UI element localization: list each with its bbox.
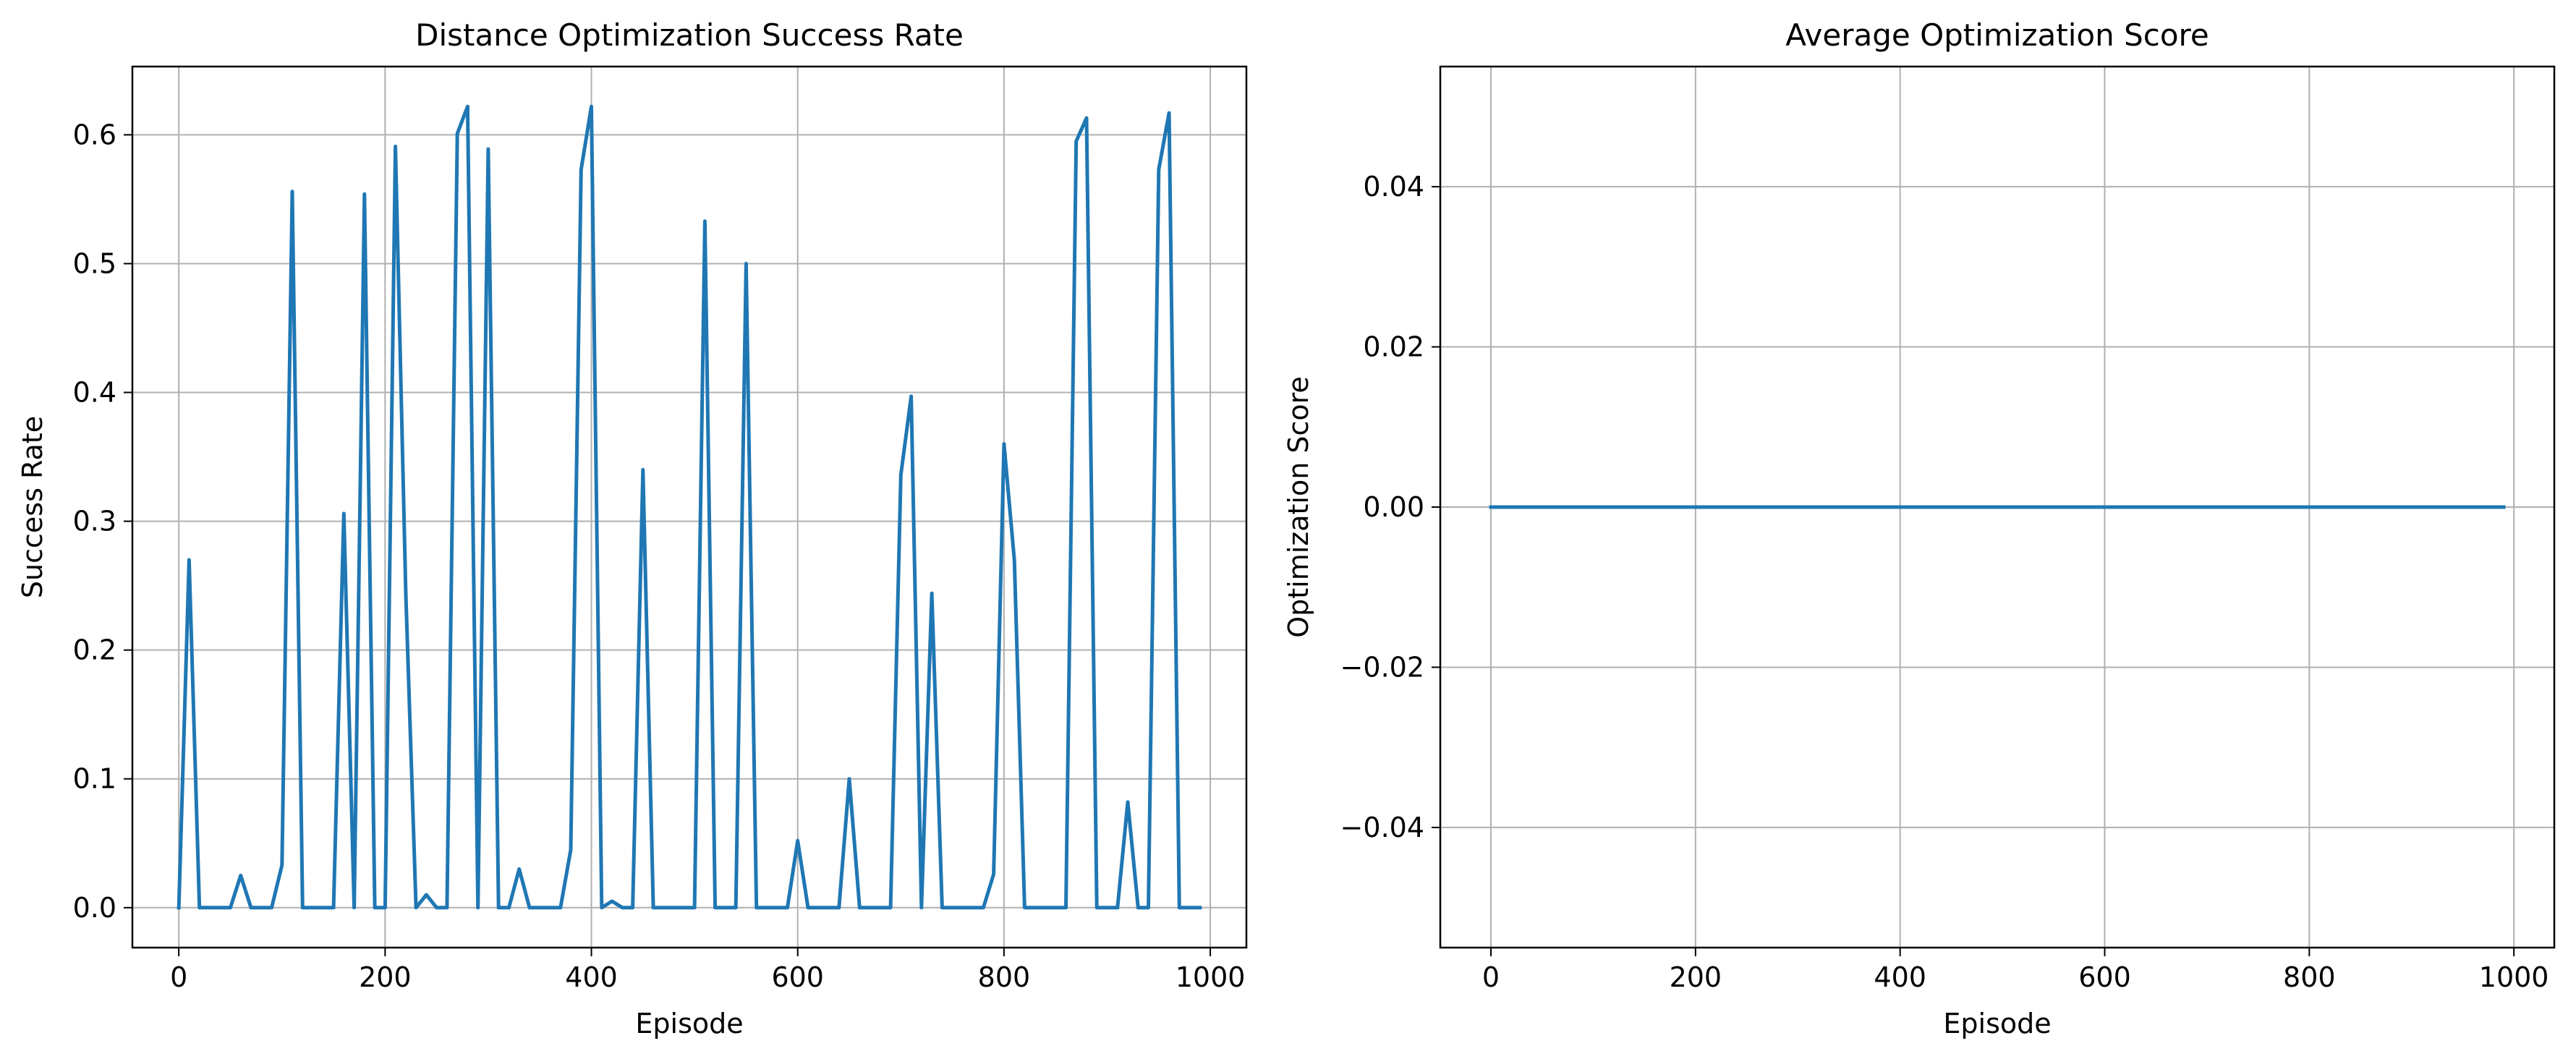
y-tick-label: 0.04 (1363, 171, 1424, 203)
x-tick-label: 800 (978, 961, 1031, 993)
x-tick-label: 1000 (2479, 961, 2549, 993)
chart-optimization-score: Average Optimization Score 0 200 400 600 800… (1283, 17, 2556, 1039)
x-tick-label: 600 (771, 961, 824, 993)
y-tick-label: 0.1 (73, 763, 116, 795)
y-axis-label: Success Rate (17, 416, 48, 598)
x-ticks: 0 200 400 600 800 1000 (170, 948, 1245, 993)
series-line (177, 104, 1202, 910)
chart-title: Average Optimization Score (1785, 17, 2209, 53)
chart-success-rate: Distance Optimization Success Rate 0 200 4… (17, 17, 1248, 1039)
x-axis-label: Episode (635, 1008, 743, 1039)
y-tick-label: −0.02 (1340, 651, 1424, 683)
chart-title: Distance Optimization Success Rate (415, 17, 964, 53)
x-tick-label: 800 (2283, 961, 2336, 993)
y-tick-label: 0.6 (73, 119, 116, 150)
x-tick-label: 0 (170, 961, 187, 993)
x-tick-label: 0 (1482, 961, 1500, 993)
y-ticks: −0.04 −0.02 0.00 0.02 0.04 (1340, 171, 1440, 843)
x-axis-label: Episode (1943, 1008, 2051, 1039)
y-tick-label: 0.00 (1363, 491, 1424, 523)
y-tick-label: 0.0 (73, 892, 116, 924)
y-tick-label: −0.04 (1340, 812, 1424, 843)
y-axis-label: Optimization Score (1283, 376, 1314, 638)
y-tick-label: 0.5 (73, 247, 116, 279)
y-tick-label: 0.02 (1363, 331, 1424, 363)
y-tick-label: 0.3 (73, 506, 116, 537)
x-tick-label: 600 (2078, 961, 2131, 993)
x-tick-label: 400 (1874, 961, 1926, 993)
x-tick-label: 400 (565, 961, 618, 993)
series-line-group (177, 104, 1202, 910)
y-tick-label: 0.2 (73, 634, 116, 666)
y-tick-label: 0.4 (73, 377, 116, 409)
x-ticks: 0 200 400 600 800 1000 (1482, 948, 2549, 993)
x-tick-label: 200 (1670, 961, 1722, 993)
x-tick-label: 1000 (1176, 961, 1246, 993)
y-ticks: 0.0 0.1 0.2 0.3 0.4 0.5 0.6 (73, 119, 132, 924)
x-tick-label: 200 (359, 961, 412, 993)
plot-frame (131, 65, 1248, 949)
